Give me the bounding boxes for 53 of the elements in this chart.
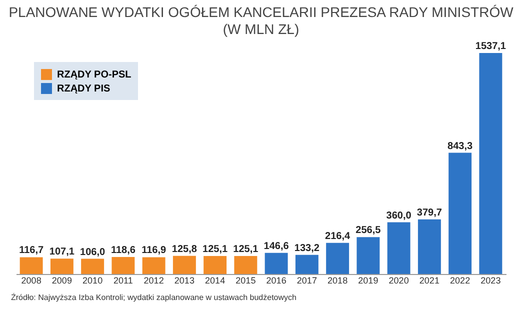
bar — [448, 152, 472, 274]
bar — [204, 256, 227, 274]
data-label: 125,1 — [233, 244, 259, 256]
x-tick-label: 2013 — [174, 276, 194, 286]
x-tick-label: 2015 — [236, 276, 256, 286]
data-label: 125,8 — [172, 244, 198, 255]
bar — [356, 237, 380, 274]
legend-label: RZĄDY PO-PSL — [57, 70, 132, 80]
data-label: 133,2 — [294, 242, 320, 254]
bar — [264, 252, 288, 274]
data-label: 107,1 — [49, 246, 75, 258]
bar — [326, 242, 350, 274]
data-label: 216,4 — [325, 230, 351, 242]
bar — [50, 258, 74, 274]
data-label: 106,0 — [80, 246, 106, 258]
bar — [20, 257, 43, 274]
data-label: 125,1 — [202, 244, 228, 256]
x-tick-label: 2011 — [114, 276, 133, 286]
x-tick-label: 2020 — [388, 276, 409, 286]
data-label: 118,6 — [110, 244, 136, 256]
data-label: 256,5 — [356, 225, 382, 236]
x-tick-label: 2022 — [450, 276, 470, 286]
x-tick-label: 2010 — [82, 276, 103, 286]
x-tick-label: 2023 — [480, 276, 501, 286]
x-tick-label: 2014 — [205, 276, 226, 286]
bar — [295, 254, 318, 274]
x-tick-label: 2012 — [144, 276, 164, 286]
bar — [418, 219, 441, 274]
x-tick-label: 2019 — [358, 276, 378, 286]
bar — [172, 256, 196, 274]
bar — [234, 256, 258, 274]
data-label: 379,7 — [416, 207, 442, 218]
x-tick-label: 2021 — [419, 276, 440, 286]
chart-subtitle: (W MLN ZŁ) — [222, 21, 300, 38]
data-label: 146,6 — [264, 240, 290, 252]
chart-title: PLANOWANE WYDATKI OGÓŁEM KANCELARII PREZESA RADY MINISTRÓW — [8, 4, 514, 20]
bar — [81, 258, 104, 274]
text: Źródło: Najwyższa Izba Kontroli; wydatki zaplanowane w ustawach budżetowych — [11, 293, 296, 302]
x-tick-label: 2009 — [52, 276, 72, 286]
data-label: 116,9 — [142, 245, 166, 256]
bar — [112, 256, 135, 274]
x-tick-label: 2018 — [328, 276, 348, 286]
x-tick-label: 2016 — [266, 276, 286, 286]
data-label: 1537,1 — [475, 41, 506, 52]
bar — [387, 222, 410, 274]
x-tick-label: 2017 — [296, 276, 317, 286]
x-tick-label: 2008 — [21, 276, 42, 286]
bar — [142, 257, 166, 274]
data-label: 116,7 — [19, 245, 44, 256]
data-label: 360,0 — [386, 210, 412, 222]
legend-label: RZĄDY PIS — [57, 84, 110, 94]
bar — [479, 53, 502, 274]
data-label: 843,3 — [448, 140, 474, 152]
